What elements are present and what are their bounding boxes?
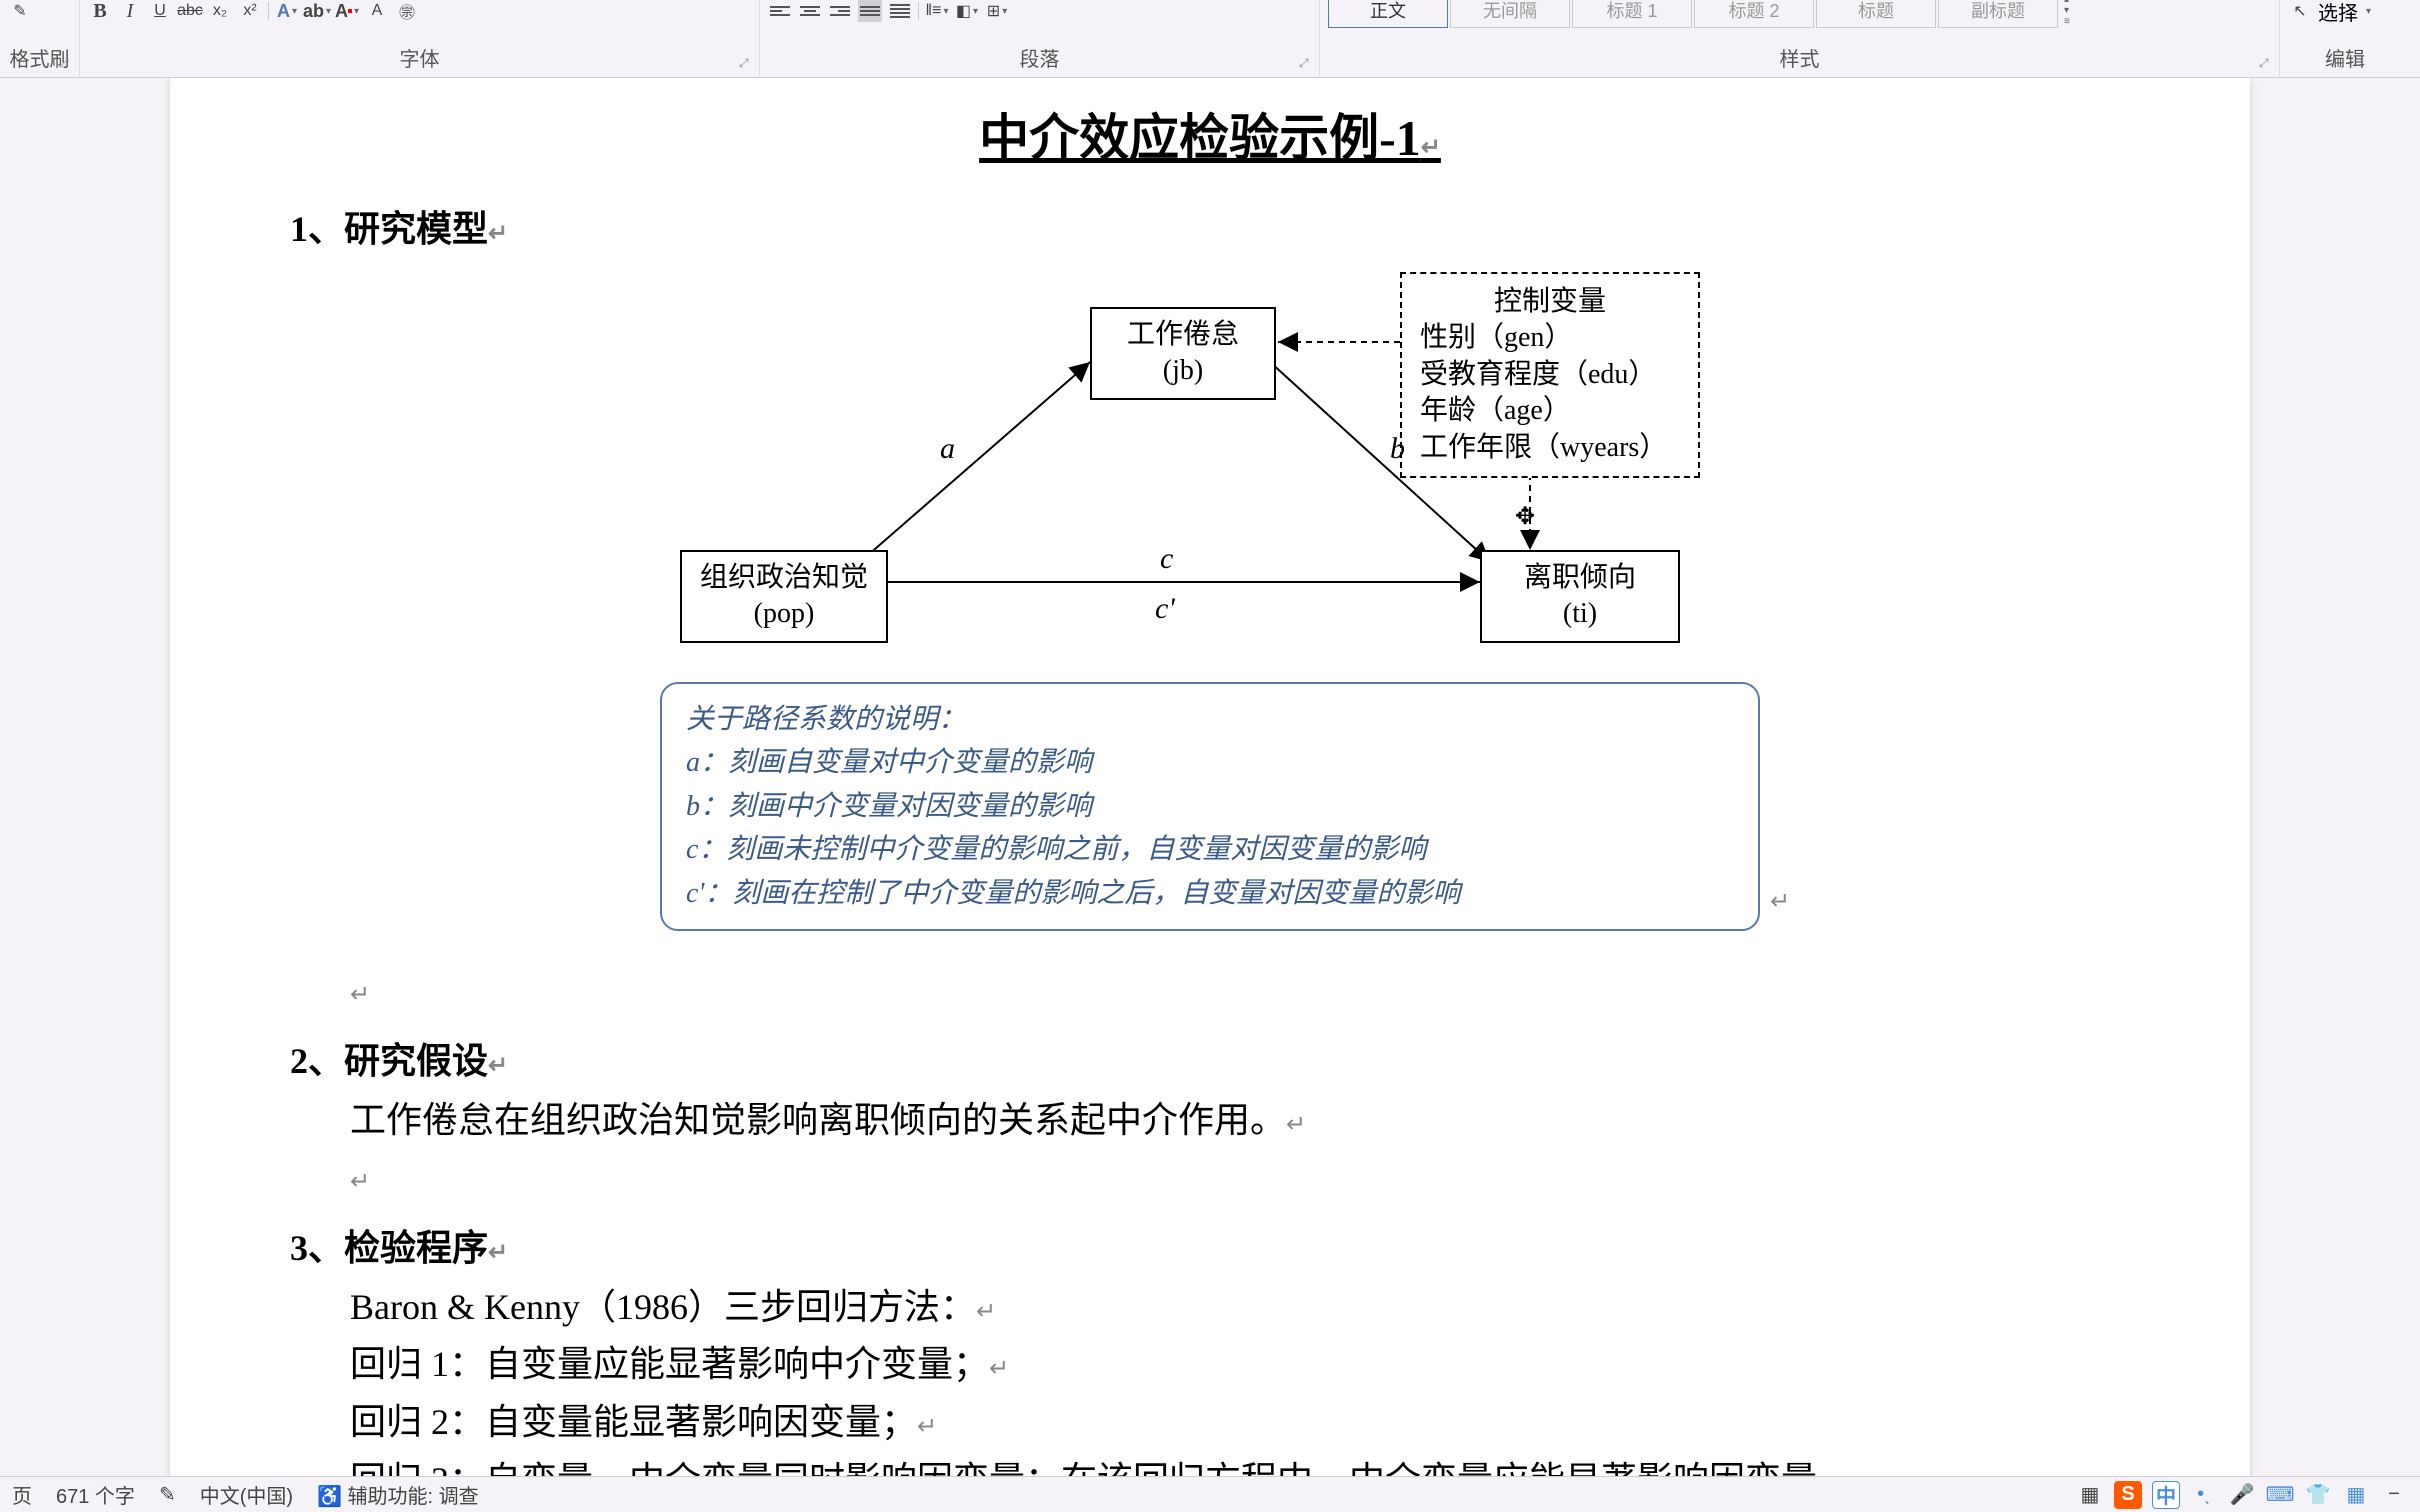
path-coefficients-note: 关于路径系数的说明： a：刻画自变量对中介变量的影响 b：刻画中介变量对因变量的…: [660, 682, 1760, 931]
ime-chinese-icon[interactable]: 中: [2152, 1481, 2180, 1509]
select-arrow-icon[interactable]: ↖: [2288, 0, 2312, 22]
section-1-heading: 1、研究模型↵: [290, 200, 2130, 252]
ribbon-group-paragraph: ‖≡▾ ◧▾ ⊞▾ 段落 ⤢: [760, 0, 1320, 78]
hypothesis-text: 工作倦怠在组织政治知觉影响离职倾向的关系起中介作用。↵: [350, 1092, 2130, 1150]
step-3: 回归 3：自变量、中介变量同时影响因变量；在该回归方程中，中介变量应能显著影响因…: [350, 1452, 2130, 1476]
editing-group-label: 编辑: [2280, 43, 2410, 78]
style-title[interactable]: 标题: [1816, 0, 1936, 28]
underline-button[interactable]: U: [148, 0, 172, 22]
clipboard-launcher-icon[interactable]: ⤢: [59, 56, 75, 72]
ribbon-group-clipboard: ✎ 格式刷 ⤢: [0, 0, 80, 78]
blank-line: ↵: [350, 1149, 2130, 1207]
ribbon-group-editing: ↖ 选择 ▾ 编辑: [2280, 0, 2410, 78]
align-right-button[interactable]: [828, 0, 852, 22]
paragraph-launcher-icon[interactable]: ⤢: [1299, 56, 1315, 72]
superscript-button[interactable]: x²: [238, 0, 262, 22]
subscript-button[interactable]: x₂: [208, 0, 232, 22]
styles-launcher-icon[interactable]: ⤢: [2259, 56, 2275, 72]
distribute-button[interactable]: [888, 0, 912, 22]
separator: [268, 2, 269, 20]
ime-punct-icon[interactable]: •ˎ: [2190, 1481, 2218, 1509]
method-line: Baron & Kenny（1986）三步回归方法：↵: [350, 1279, 2130, 1337]
style-subtitle[interactable]: 副标题: [1938, 0, 2058, 28]
edge-label-a: a: [940, 432, 955, 466]
ime-keyboard-icon[interactable]: ⌨: [2266, 1481, 2294, 1509]
styles-group-label: 样式: [1320, 43, 2279, 78]
align-center-button[interactable]: [798, 0, 822, 22]
highlight-button[interactable]: ab▾: [305, 0, 329, 22]
section-2-heading: 2、研究假设↵: [290, 1032, 2130, 1084]
paragraph-mark-icon: ↵: [1770, 887, 1790, 916]
font-group-label: 字体: [80, 43, 759, 78]
page-indicator[interactable]: 页: [12, 1480, 32, 1509]
select-button[interactable]: 选择: [2318, 0, 2358, 26]
ribbon-group-font: B I U abc x₂ x² A▾ ab▾ A▾ A ㊪ 字体 ⤢: [80, 0, 760, 78]
view-readmode-icon[interactable]: ▦: [2076, 1481, 2104, 1509]
document-area[interactable]: 中介效应检验示例-1↵ 1、研究模型↵: [0, 78, 2420, 1476]
mediation-diagram: 工作倦怠 (jb) 组织政治知觉 (pop) 离职倾向 (ti) 控制变量 性别…: [660, 262, 1760, 942]
status-right: ▦ S 中 •ˎ 🎤 ⌨ 👕 ▦ −: [2076, 1481, 2408, 1509]
edge-label-b: b: [1390, 432, 1405, 466]
edge-label-c: c: [1160, 542, 1173, 576]
select-dropdown-icon[interactable]: ▾: [2366, 6, 2371, 17]
node-pop: 组织政治知觉 (pop): [680, 550, 888, 643]
ribbon: ✎ 格式刷 ⤢ B I U abc x₂ x² A▾ ab▾ A▾ A ㊪ 字体…: [0, 0, 2420, 78]
font-color-button[interactable]: A▾: [335, 0, 359, 22]
ime-skin-icon[interactable]: 👕: [2304, 1481, 2332, 1509]
page-title: 中介效应检验示例-1↵: [290, 98, 2130, 170]
accessibility-indicator[interactable]: ♿ 辅助功能: 调查: [317, 1480, 479, 1509]
align-left-button[interactable]: [768, 0, 792, 22]
edge-label-cprime: c': [1155, 592, 1175, 626]
style-normal[interactable]: 正文: [1328, 0, 1448, 28]
borders-button[interactable]: ⊞▾: [985, 0, 1009, 22]
styles-more-button[interactable]: ▴▾≡: [2060, 0, 2074, 27]
ime-toolbox-icon[interactable]: ▦: [2342, 1481, 2370, 1509]
font-launcher-icon[interactable]: ⤢: [739, 56, 755, 72]
bold-button[interactable]: B: [88, 0, 112, 22]
separator: [918, 2, 919, 20]
character-shading-button[interactable]: A: [365, 0, 389, 22]
ime-mic-icon[interactable]: 🎤: [2228, 1481, 2256, 1509]
language-indicator[interactable]: 中文(中国): [200, 1480, 293, 1509]
format-painter-icon[interactable]: ✎: [8, 0, 32, 22]
enclose-char-button[interactable]: ㊪: [395, 0, 419, 22]
spell-check-icon[interactable]: ✎: [159, 1482, 176, 1507]
word-count[interactable]: 671 个字: [56, 1480, 135, 1509]
strikethrough-button[interactable]: abc: [178, 0, 202, 22]
node-ti: 离职倾向 (ti): [1480, 550, 1680, 643]
style-heading2[interactable]: 标题 2: [1694, 0, 1814, 28]
step-1: 回归 1：自变量应能显著影响中介变量；↵: [350, 1336, 2130, 1394]
step-2: 回归 2：自变量能显著影响因变量；↵: [350, 1394, 2130, 1452]
paragraph-group-label: 段落: [760, 43, 1319, 78]
shading-button[interactable]: ◧▾: [955, 0, 979, 22]
zoom-out-icon[interactable]: −: [2380, 1481, 2408, 1509]
italic-button[interactable]: I: [118, 0, 142, 22]
node-jb: 工作倦怠 (jb): [1090, 307, 1276, 400]
style-heading1[interactable]: 标题 1: [1572, 0, 1692, 28]
document-page: 中介效应检验示例-1↵ 1、研究模型↵: [170, 78, 2250, 1476]
align-justify-button[interactable]: [858, 0, 882, 22]
style-nospacing[interactable]: 无间隔: [1450, 0, 1570, 28]
status-bar: 页 671 个字 ✎ 中文(中国) ♿ 辅助功能: 调查 ▦ S 中 •ˎ 🎤 …: [0, 1476, 2420, 1512]
ribbon-group-styles: 正文 无间隔 标题 1 标题 2 标题 副标题 ▴▾≡ 样式 ⤢: [1320, 0, 2280, 78]
paragraph-mark-icon: ↵: [1421, 134, 1441, 161]
sogou-ime-icon[interactable]: S: [2114, 1481, 2142, 1509]
blank-line: ↵: [350, 962, 2130, 1020]
text-effects-button[interactable]: A▾: [275, 0, 299, 22]
node-control-vars: 控制变量 性别（gen） 受教育程度（edu） 年龄（age） 工作年限（wye…: [1400, 272, 1700, 478]
line-spacing-button[interactable]: ‖≡▾: [925, 0, 949, 22]
section-3-heading: 3、检验程序↵: [290, 1219, 2130, 1271]
move-cursor-icon: ✥: [1515, 502, 1535, 531]
